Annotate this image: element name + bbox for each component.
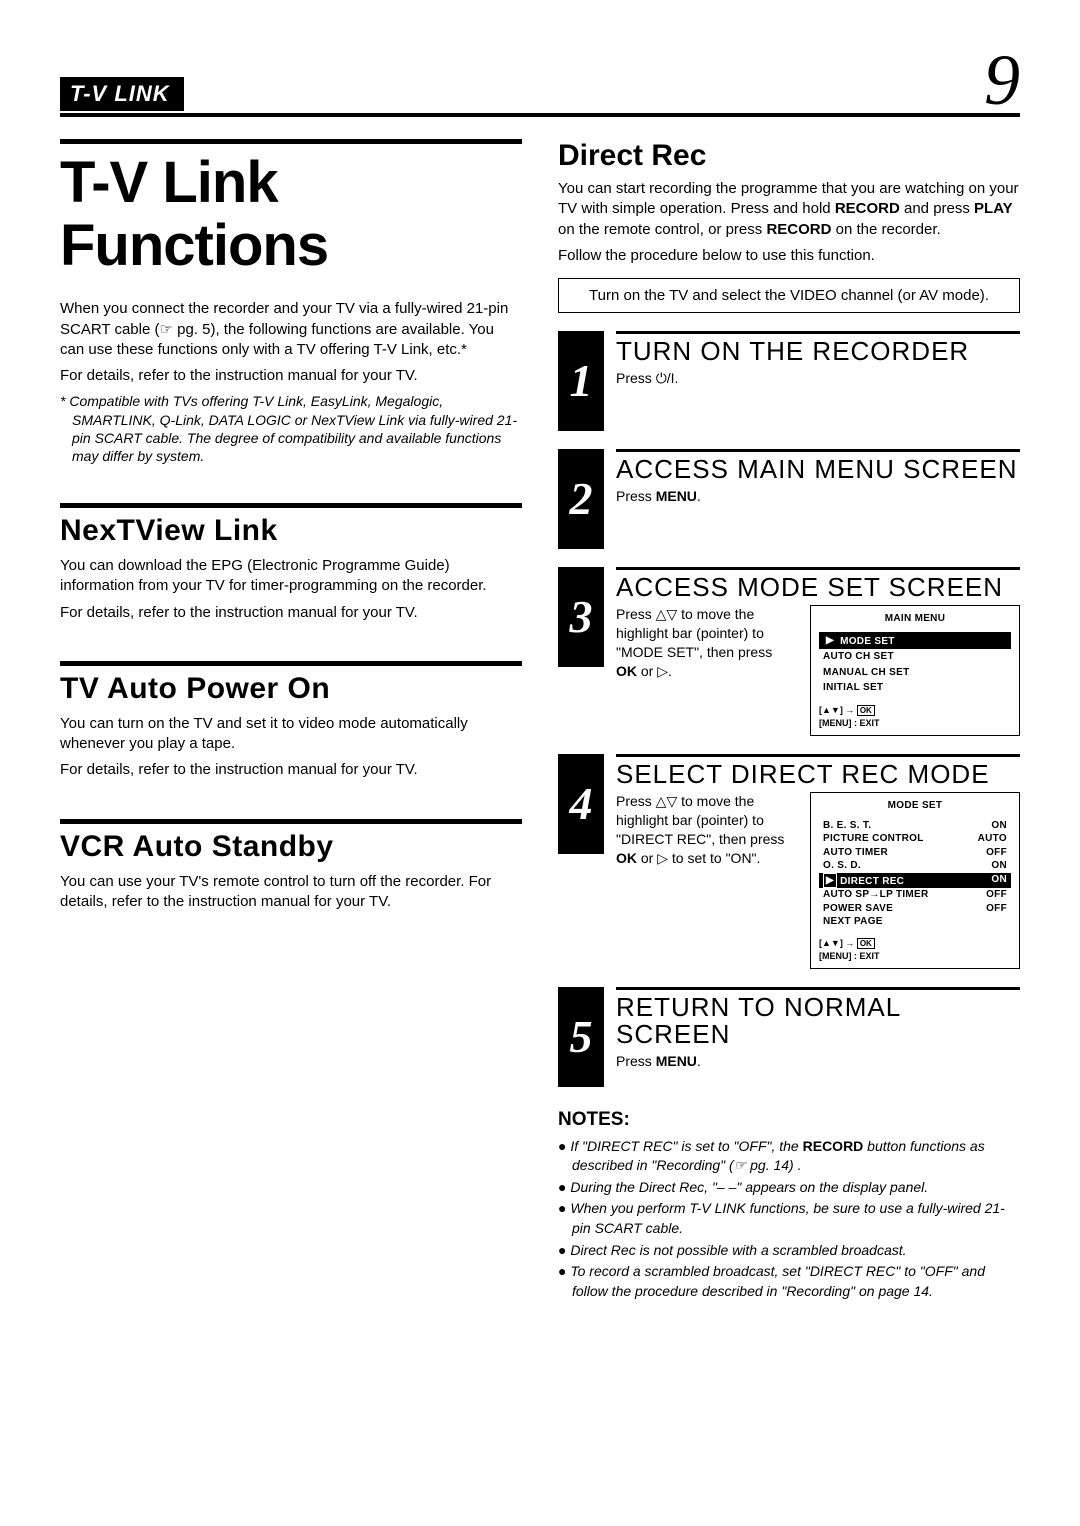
step-text: Press MENU. (616, 487, 1020, 506)
osd-item: ▶ MODE SET (819, 632, 1011, 650)
osd-row: B. E. S. T.ON (819, 819, 1011, 833)
left-column: T-V Link Functions When you connect the … (60, 125, 522, 1303)
step-5: 5 RETURN TO NORMAL SCREEN Press MENU. (558, 987, 1020, 1087)
osd-row: PICTURE CONTROLAUTO (819, 832, 1011, 846)
autostandby-p1: You can use your TV's remote control to … (60, 872, 522, 913)
step-title: SELECT DIRECT REC MODE (616, 754, 1020, 788)
osd-mode-set: MODE SET B. E. S. T.ON PICTURE CONTROLAU… (810, 792, 1020, 968)
footnote: * Compatible with TVs offering T-V Link,… (60, 392, 522, 465)
osd-row: AUTO SP→LP TIMEROFF (819, 888, 1011, 902)
osd-main-menu: MAIN MENU ▶ MODE SET AUTO CH SET MANUAL … (810, 605, 1020, 735)
autostandby-title: VCR Auto Standby (60, 819, 522, 864)
main-title: T-V Link Functions (60, 139, 522, 277)
nextview-title: NexTView Link (60, 503, 522, 548)
note-item: If "DIRECT REC" is set to "OFF", the REC… (558, 1137, 1020, 1176)
osd-item: AUTO CH SET (819, 649, 1011, 665)
step-1: 1 TURN ON THE RECORDER Press ⏻/I. (558, 331, 1020, 431)
step-number: 5 (558, 987, 604, 1087)
step-text: Press ⏻/I. (616, 369, 1020, 388)
autopower-p2: For details, refer to the instruction ma… (60, 760, 522, 780)
page-header: T-V LINK 9 (60, 50, 1020, 117)
step-text: Press △▽ to move the highlight bar (poin… (616, 792, 796, 868)
osd-item: INITIAL SET (819, 680, 1011, 696)
step-number: 2 (558, 449, 604, 549)
step-number: 3 (558, 567, 604, 667)
autopower-p1: You can turn on the TV and set it to vid… (60, 714, 522, 755)
step-text: Press △▽ to move the highlight bar (poin… (616, 605, 796, 681)
osd-item: MANUAL CH SET (819, 665, 1011, 681)
osd-nav: [▲▼] → OK[MENU] : EXIT (819, 704, 1011, 729)
step-title: ACCESS MODE SET SCREEN (616, 567, 1020, 601)
step-3: 3 ACCESS MODE SET SCREEN Press △▽ to mov… (558, 567, 1020, 736)
step-4: 4 SELECT DIRECT REC MODE Press △▽ to mov… (558, 754, 1020, 969)
notes-list: If "DIRECT REC" is set to "OFF", the REC… (558, 1137, 1020, 1302)
intro-text: When you connect the recorder and your T… (60, 299, 522, 360)
nextview-p2: For details, refer to the instruction ma… (60, 603, 522, 623)
direct-rec-title: Direct Rec (558, 139, 1020, 173)
osd-row: NEXT PAGE (819, 915, 1011, 929)
step-number: 1 (558, 331, 604, 431)
note-item: When you perform T-V LINK functions, be … (558, 1199, 1020, 1238)
osd-row: POWER SAVEOFF (819, 902, 1011, 916)
osd-nav: [▲▼] → OK[MENU] : EXIT (819, 937, 1011, 962)
note-item: During the Direct Rec, "– –" appears on … (558, 1178, 1020, 1198)
osd-row-highlighted: ▶ DIRECT RECON (819, 873, 1011, 889)
step-text: Press MENU. (616, 1052, 1020, 1071)
notes-heading: NOTES: (558, 1109, 1020, 1131)
content-columns: T-V Link Functions When you connect the … (60, 125, 1020, 1303)
note-item: Direct Rec is not possible with a scramb… (558, 1241, 1020, 1261)
step-number: 4 (558, 754, 604, 854)
direct-rec-follow: Follow the procedure below to use this f… (558, 246, 1020, 266)
boxed-instruction: Turn on the TV and select the VIDEO chan… (558, 278, 1020, 313)
intro-text-2: For details, refer to the instruction ma… (60, 366, 522, 386)
step-title: RETURN TO NORMAL SCREEN (616, 987, 1020, 1049)
note-item: To record a scrambled broadcast, set "DI… (558, 1262, 1020, 1301)
osd-title: MAIN MENU (819, 612, 1011, 626)
step-title: TURN ON THE RECORDER (616, 331, 1020, 365)
right-column: Direct Rec You can start recording the p… (558, 125, 1020, 1303)
step-2: 2 ACCESS MAIN MENU SCREEN Press MENU. (558, 449, 1020, 549)
nextview-p1: You can download the EPG (Electronic Pro… (60, 556, 522, 597)
step-title: ACCESS MAIN MENU SCREEN (616, 449, 1020, 483)
page-number: 9 (984, 50, 1020, 111)
direct-rec-intro: You can start recording the programme th… (558, 179, 1020, 240)
osd-row: AUTO TIMEROFF (819, 846, 1011, 860)
osd-row: O. S. D.ON (819, 859, 1011, 873)
header-label: T-V LINK (60, 77, 184, 111)
osd-title: MODE SET (819, 799, 1011, 813)
autopower-title: TV Auto Power On (60, 661, 522, 706)
